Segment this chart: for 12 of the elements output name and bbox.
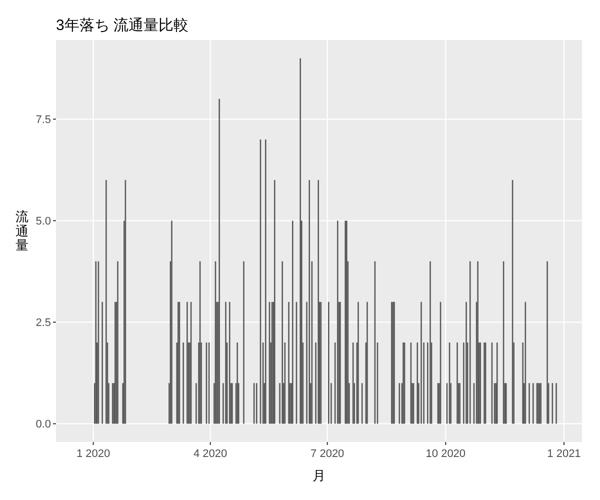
- x-tick-label: 7 2020: [310, 448, 344, 460]
- x-tick-label: 10 2020: [426, 448, 466, 460]
- chart-title: 3年落ち 流通量比較: [56, 17, 189, 34]
- x-axis-title: 月: [312, 468, 326, 483]
- x-tick-label: 4 2020: [194, 448, 228, 460]
- y-tick-label: 2.5: [36, 317, 51, 330]
- y-tick-label: 0.0: [36, 418, 51, 431]
- y-tick-label: 7.5: [36, 114, 51, 126]
- y-tick-label: 5.0: [36, 216, 51, 228]
- y-axis-title: 流通量: [16, 209, 28, 253]
- x-tick-label: 1 2021: [547, 448, 581, 460]
- x-tick-label: 1 2020: [76, 448, 110, 460]
